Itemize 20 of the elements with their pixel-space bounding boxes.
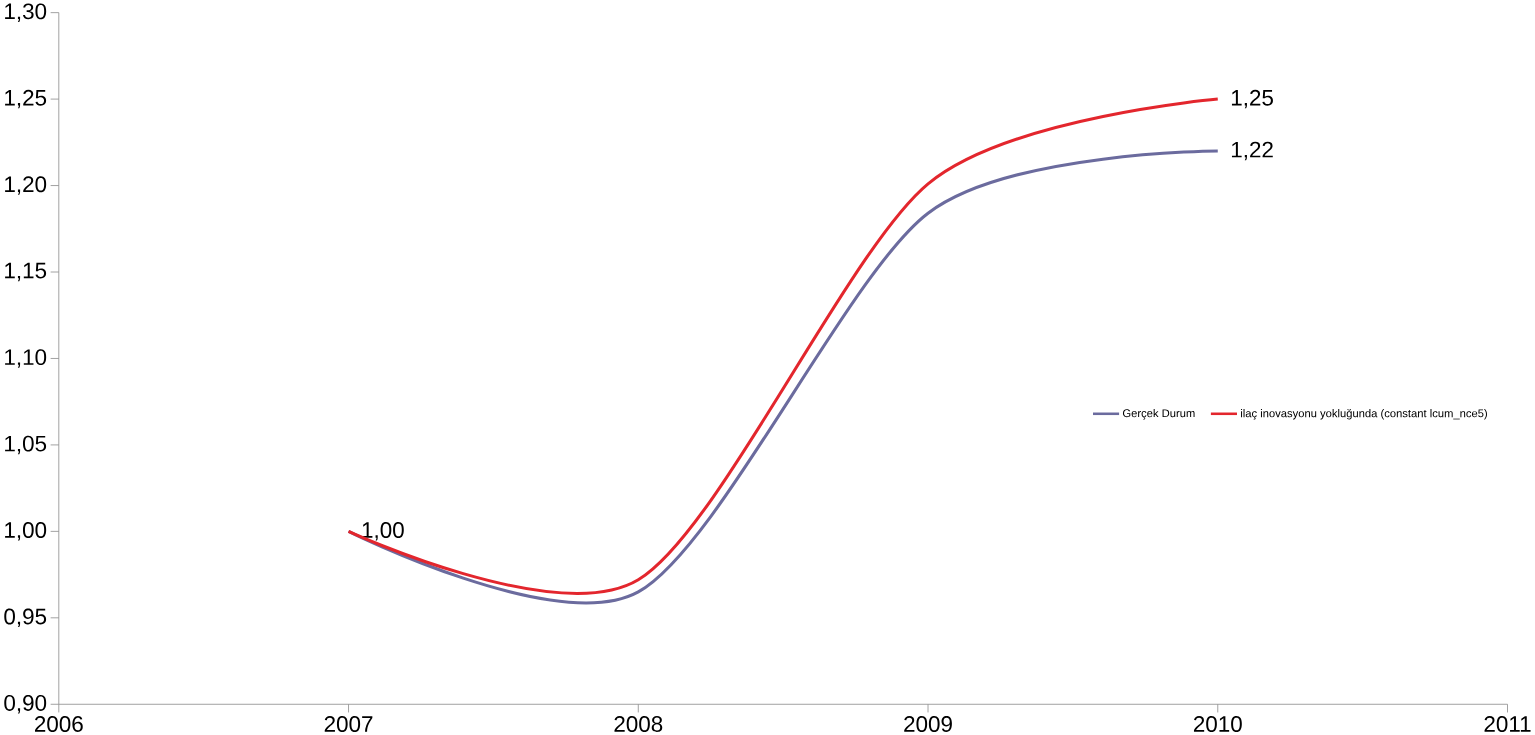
y-tick-label: 1,05 [5,435,47,455]
y-tick-label: 1,00 [5,521,47,541]
x-tick-label: 2006 [34,715,83,732]
legend-label: ilaç inovasyonu yokluğunda (constant lcum_nce5) [1241,408,1487,420]
y-tick-label: 0,90 [4,694,47,714]
x-tick-label: 2010 [1193,715,1242,732]
x-tick-label: 2011 [1484,715,1531,732]
y-tick-label: 0,95 [4,608,47,627]
x-tick-label: 2009 [904,715,952,732]
y-tick-label: 1,20 [5,176,47,195]
y-tick-label: 1,25 [5,89,47,109]
x-tick-label: 2007 [324,715,373,732]
x-tick-label: 2008 [614,715,663,732]
legend-label: Gerçek Durum [1122,408,1195,420]
y-tick-label: 1,10 [5,349,47,368]
data-label: 1,00 [362,521,404,541]
y-tick-label: 1,15 [5,262,47,281]
data-label: 1,25 [1231,89,1273,109]
y-tick-label: 1,30 [5,3,47,22]
data-label: 1,22 [1231,141,1273,161]
